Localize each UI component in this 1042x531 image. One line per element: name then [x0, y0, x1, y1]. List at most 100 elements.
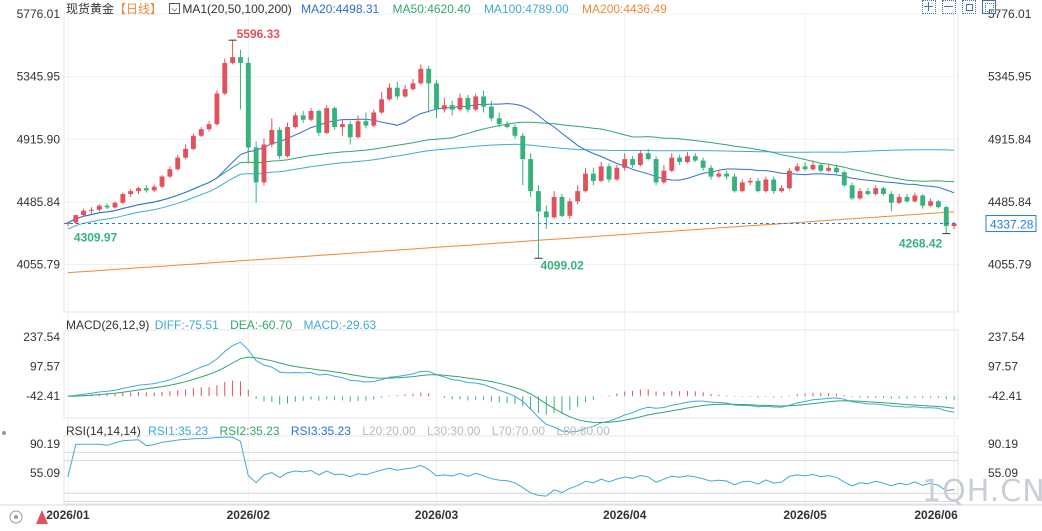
candle	[881, 186, 886, 196]
candle	[669, 153, 675, 173]
candle-body	[449, 105, 455, 110]
candle	[653, 156, 659, 186]
low-annotation: 4099.02	[540, 258, 584, 272]
candle-body	[951, 223, 957, 227]
candle-body	[136, 188, 141, 192]
candle-body	[622, 159, 628, 168]
candle-body	[128, 191, 134, 195]
ma50-value: MA50:4620.40	[392, 2, 471, 16]
last-price-box	[985, 215, 1037, 233]
candle-body	[551, 196, 557, 218]
ma-label: MA1(20,50,100,200)	[182, 2, 292, 16]
candle-body	[677, 157, 683, 162]
candle	[614, 164, 620, 181]
candle	[841, 170, 847, 187]
candle	[324, 105, 330, 135]
candle	[849, 182, 855, 200]
macd-header: MACD(26,12,9) DIFF:-75.51 DEA:-60.70 MAC…	[66, 318, 376, 332]
y-tick-label-right: 4915.84	[988, 132, 1032, 146]
candle	[912, 192, 918, 203]
candle	[779, 185, 784, 193]
candle	[175, 154, 181, 171]
candle-body	[543, 211, 549, 218]
candle	[143, 185, 149, 193]
candle-body	[724, 173, 730, 177]
candle-body	[183, 148, 188, 158]
candle-body	[214, 93, 220, 125]
candle-body	[465, 97, 471, 110]
candle-body	[332, 108, 337, 128]
x-tick-label: 2026/01	[46, 508, 90, 522]
candle-body	[700, 160, 706, 168]
candle	[167, 166, 173, 179]
x-tick-label: 2026/02	[227, 508, 271, 522]
zoom-out-icon[interactable]	[942, 0, 956, 14]
y-tick-label: 5776.01	[17, 7, 61, 21]
candle	[935, 199, 941, 209]
candle	[426, 65, 432, 113]
y-tick-label-right: 4055.79	[988, 258, 1032, 272]
macd-diff: DIFF:-75.51	[154, 318, 219, 332]
ma-settings-icon[interactable]	[169, 3, 181, 14]
candle-body	[65, 222, 71, 224]
candle-body	[771, 179, 777, 192]
candle	[269, 118, 275, 148]
fullscreen-icon[interactable]	[982, 0, 996, 14]
candle-body	[826, 167, 832, 171]
candle-body	[708, 167, 714, 177]
candle	[245, 57, 251, 164]
fit-icon[interactable]	[962, 0, 976, 14]
macd-panel	[67, 341, 955, 433]
candle-body	[583, 173, 588, 192]
candle-body	[763, 179, 769, 192]
candle	[488, 100, 494, 122]
candle-body	[849, 185, 855, 199]
candle-body	[418, 68, 424, 84]
candle-body	[637, 153, 643, 165]
candle	[865, 188, 871, 196]
candle	[379, 92, 385, 114]
zoom-in-icon[interactable]	[922, 0, 936, 14]
candle	[630, 156, 635, 168]
watermark: 1QH.CN	[922, 474, 1042, 509]
candle-body	[786, 170, 792, 189]
candle	[677, 154, 683, 165]
y-tick-label: 4485.84	[17, 195, 61, 209]
rsi-tick-label-right: 90.19	[988, 437, 1018, 451]
candle-body	[245, 62, 251, 148]
candle-body	[324, 108, 330, 133]
candle-body	[755, 180, 761, 192]
candle	[198, 127, 204, 138]
candle	[394, 81, 400, 100]
candle	[402, 84, 408, 98]
candle-body	[387, 87, 392, 100]
candle	[826, 164, 832, 173]
y-tick-label: 4055.79	[17, 258, 61, 272]
candle-body	[104, 205, 110, 208]
candle-body	[802, 166, 808, 170]
candle	[637, 150, 643, 167]
candle	[481, 90, 486, 113]
macd-label: MACD(26,12,9)	[66, 318, 150, 332]
candle-body	[810, 164, 816, 170]
candle-body	[528, 159, 534, 192]
candle	[159, 175, 165, 189]
candle	[387, 83, 392, 101]
candle-body	[692, 156, 698, 161]
candle	[206, 121, 212, 132]
candle-body	[308, 111, 314, 120]
period-label[interactable]: 【日线】	[114, 2, 163, 16]
candle	[888, 191, 894, 212]
bottom-brand-icon	[36, 510, 48, 524]
candle-body	[520, 135, 526, 160]
candle	[606, 163, 612, 183]
candle	[81, 208, 87, 217]
rsi3-value: RSI3:35.23	[290, 424, 351, 438]
macd-diff-line	[67, 341, 955, 433]
candle	[598, 161, 604, 183]
macd-tick-label-right: 97.57	[988, 360, 1018, 374]
candle-body	[402, 89, 408, 97]
candle	[794, 163, 800, 173]
candle-body	[857, 191, 863, 199]
